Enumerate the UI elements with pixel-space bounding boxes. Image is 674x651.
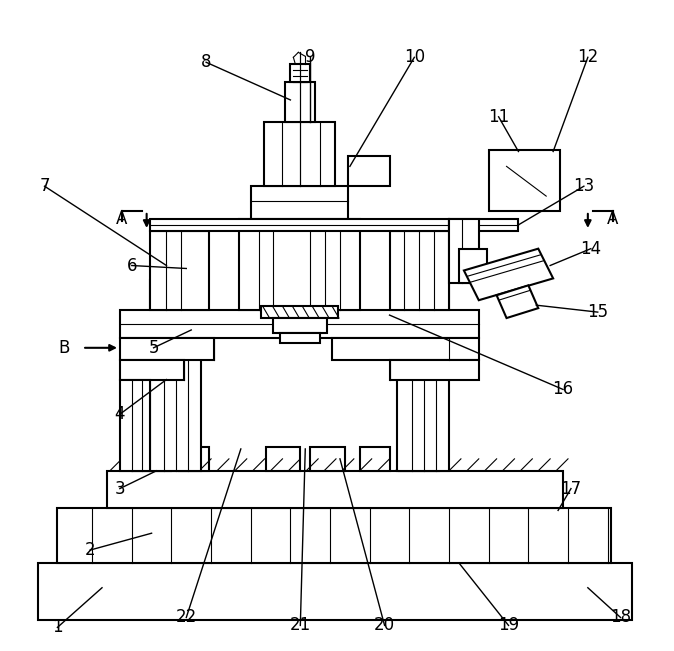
Bar [266,447,301,471]
Bar [239,219,360,310]
Bar [251,186,348,219]
Polygon shape [464,249,553,300]
Bar [261,306,338,318]
Bar [57,508,611,563]
Text: A: A [116,210,127,228]
Bar [150,231,209,310]
Text: 13: 13 [574,177,594,195]
Bar [131,447,171,471]
Text: 22: 22 [176,609,197,626]
Text: 1: 1 [52,618,63,637]
Bar [286,82,315,122]
Bar [390,360,479,380]
Text: 5: 5 [148,339,159,357]
Bar [120,360,184,380]
Text: B: B [59,339,70,357]
Bar [489,150,560,211]
Text: 19: 19 [498,616,519,635]
Text: 6: 6 [127,256,137,275]
Bar [348,156,390,186]
Text: 21: 21 [290,616,311,635]
Bar [310,447,345,471]
Text: 8: 8 [201,53,212,71]
Text: 18: 18 [610,609,631,626]
Text: 20: 20 [374,616,395,635]
Bar [150,281,201,471]
Text: 4: 4 [115,405,125,423]
Bar [398,281,449,471]
Bar [120,380,150,471]
Text: 2: 2 [85,541,96,559]
Bar [272,318,327,333]
Bar [120,310,479,338]
Polygon shape [497,285,539,318]
Bar [264,122,335,186]
Bar [38,563,632,620]
Text: 7: 7 [39,177,50,195]
Bar [150,219,449,231]
Text: 17: 17 [560,480,582,497]
Bar [107,471,563,508]
Bar [449,219,479,283]
Text: 11: 11 [488,108,510,126]
Bar [120,338,214,360]
Bar [290,64,310,82]
Text: 16: 16 [553,380,574,398]
Bar [459,249,487,283]
Bar [332,338,479,360]
Text: 9: 9 [305,48,315,66]
Bar [449,219,518,231]
Text: 15: 15 [587,303,609,321]
Bar [360,447,390,471]
Bar [390,231,449,310]
Text: 12: 12 [577,48,599,66]
Text: A: A [607,210,618,228]
Text: 14: 14 [580,240,601,258]
Bar [400,447,439,471]
Text: 3: 3 [115,480,125,497]
Bar [280,333,320,343]
Text: 10: 10 [404,48,425,66]
Bar [179,447,209,471]
